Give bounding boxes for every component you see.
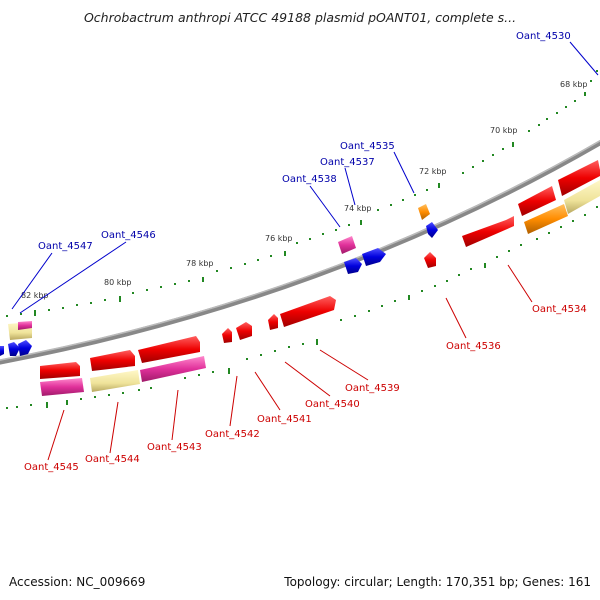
gene-label: Oant_4545 [24, 462, 79, 473]
gene-label: Oant_4539 [345, 383, 400, 394]
magenta-feature [140, 356, 206, 382]
gene-label: Oant_4534 [532, 304, 587, 315]
gene-label: Oant_4535 [340, 141, 395, 152]
orange-feature [418, 204, 430, 220]
map-title: Ochrobactrum anthropi ATCC 49188 plasmid… [83, 10, 517, 25]
gene-arrow [280, 296, 336, 327]
gene-label: Oant_4540 [305, 399, 360, 410]
backbone-arc [0, 139, 600, 365]
gene-arrow [90, 350, 135, 371]
leader-lines-top [11, 41, 599, 314]
gene-label: Oant_4546 [101, 230, 156, 241]
gene-label: Oant_4537 [320, 157, 375, 168]
summary-text: Topology: circular; Length: 170,351 bp; … [284, 575, 591, 589]
magenta-feature [40, 378, 84, 396]
gene-arrow [426, 222, 438, 238]
gene-arrow [138, 336, 200, 363]
gene-arrow [18, 340, 32, 356]
gene-arrow [268, 314, 278, 330]
magenta-feature [18, 321, 32, 330]
tick-label: 70 kbp [490, 126, 518, 135]
forward-strand-genes [0, 222, 438, 356]
gene-arrow [462, 216, 514, 247]
gene-arrow [518, 186, 556, 216]
gene-arrow [222, 328, 232, 343]
magenta-feature [338, 236, 356, 254]
gene-label: Oant_4542 [205, 429, 260, 440]
tick-label: 68 kbp [560, 80, 588, 89]
tick-label: 72 kbp [419, 167, 447, 176]
gene-arrow [236, 322, 252, 340]
khaki-feature [564, 180, 600, 214]
gene-arrow [558, 160, 600, 196]
khaki-feature [90, 370, 140, 392]
accession-text: Accession: NC_009669 [9, 575, 146, 589]
outer-dotted-ring [6, 70, 598, 317]
reverse-strand-genes [40, 160, 600, 379]
gene-arrow [0, 346, 4, 356]
gene-label: Oant_4543 [147, 442, 202, 453]
gene-arrow [8, 342, 20, 356]
gene-label: Oant_4541 [257, 414, 312, 425]
gene-label: Oant_4536 [446, 341, 501, 352]
gene-label: Oant_4547 [38, 241, 93, 252]
tick-label: 76 kbp [265, 234, 293, 243]
other-features [8, 180, 600, 396]
tick-label: 78 kbp [186, 259, 214, 268]
inner-dotted-ring [6, 206, 598, 409]
gene-label: Oant_4544 [85, 454, 140, 465]
tick-label: 74 kbp [344, 204, 372, 213]
gene-arrow [362, 248, 386, 266]
tick-label: 82 kbp [21, 291, 49, 300]
gene-arrow [424, 252, 436, 268]
gene-label: Oant_4538 [282, 174, 337, 185]
tick-label: 80 kbp [104, 278, 132, 287]
gene-label: Oant_4530 [516, 31, 571, 42]
gene-arrow [40, 362, 80, 379]
orange-feature [524, 204, 568, 234]
gene-arrow [344, 258, 362, 274]
leader-lines-bottom [47, 264, 533, 461]
